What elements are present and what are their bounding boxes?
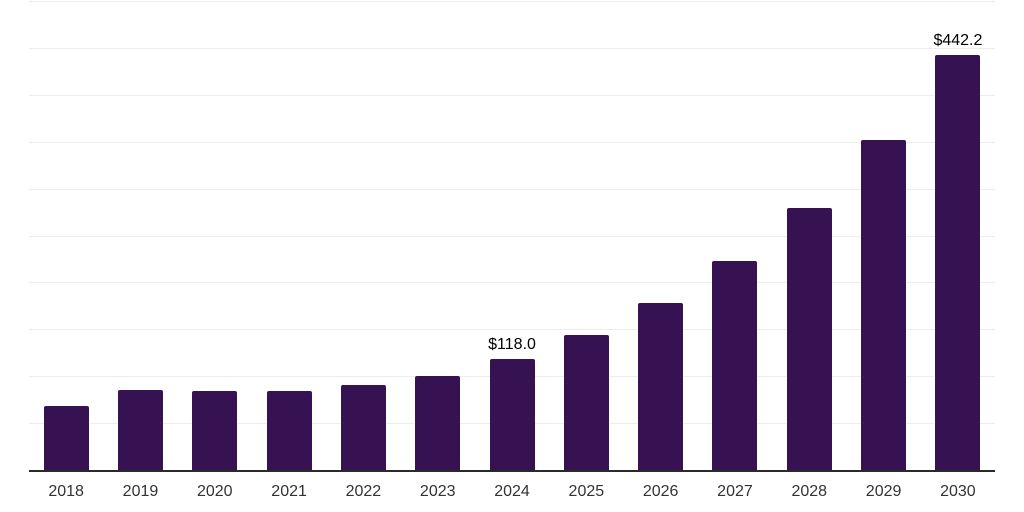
bar-2027[interactable] [712,261,758,470]
bar-2018[interactable] [43,405,89,470]
x-tick-label-2027: 2027 [717,483,753,500]
bar-slot-2022 [326,1,400,470]
bar-2020[interactable] [192,391,238,470]
x-tick-label-2028: 2028 [791,483,828,500]
bar-slot-2020 [178,1,252,470]
bar-slot-2030: $442.2 [921,1,995,470]
bar-slot-2024: $118.0 [475,1,549,470]
x-tick-label-2029: 2029 [865,483,902,500]
x-tick-label-2026: 2026 [642,483,679,500]
bar-slot-2027 [698,1,772,470]
bar-2030[interactable]: $442.2 [933,33,982,470]
bar-slot-2023 [401,1,475,470]
bar-2024[interactable]: $118.0 [488,337,536,470]
x-tick-label-2023: 2023 [419,483,456,500]
bar-value-label-2024: $118.0 [488,336,536,354]
x-tick-label-2030: 2030 [940,483,976,500]
bar-slot-2026 [624,1,698,470]
x-tick-label-2022: 2022 [345,483,382,500]
x-tick-label-2024: 2024 [494,483,530,500]
x-axis-line [29,470,995,472]
x-tick-label-2019: 2019 [122,483,159,500]
bars: $118.0 $442.2 [29,1,995,470]
bar-2028[interactable] [786,207,832,470]
x-axis-labels: 2018 2019 2020 2021 2022 2023 2024 2025 2026 2027… [29,473,995,500]
bar-slot-2029 [846,1,920,470]
bar-slot-2018 [29,1,103,470]
bar-slot-2028 [772,1,846,470]
bar-2026[interactable] [638,302,684,470]
bar-2023[interactable] [415,376,461,470]
x-tick-label-2021: 2021 [271,483,307,500]
bar-2022[interactable] [340,384,386,470]
bar-2029[interactable] [861,139,907,470]
bar-slot-2021 [252,1,326,470]
x-tick-label-2018: 2018 [48,483,84,500]
bar-2025[interactable] [563,335,609,470]
x-tick-label-2025: 2025 [568,483,605,500]
x-tick-label-2020: 2020 [196,483,233,500]
bar-value-label-2030: $442.2 [933,32,983,50]
bar-2019[interactable] [117,389,163,470]
bar-slot-2019 [103,1,177,470]
bar-slot-2025 [549,1,623,470]
bar-2021[interactable] [266,390,312,470]
plot-area: $118.0 $442.2 [29,1,995,472]
